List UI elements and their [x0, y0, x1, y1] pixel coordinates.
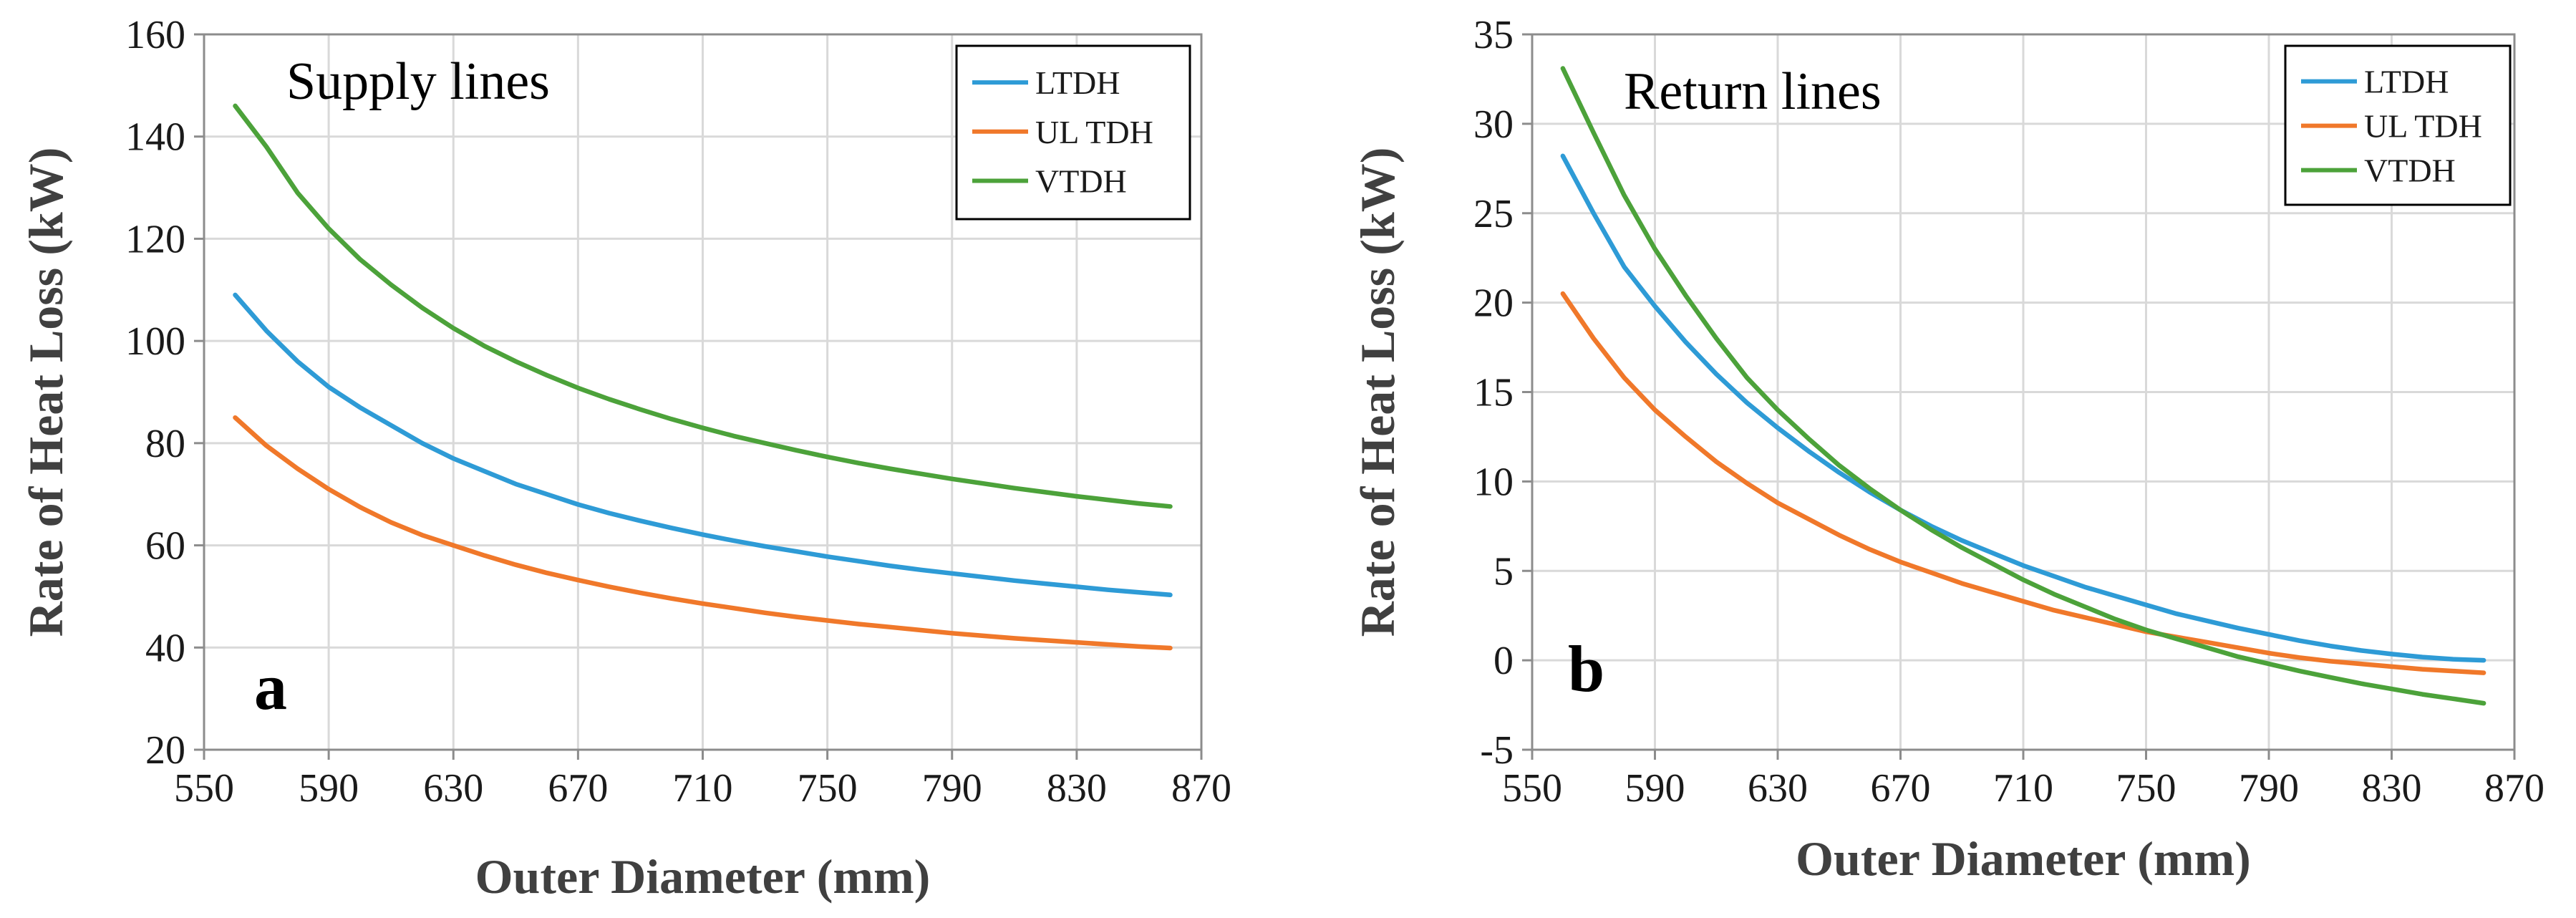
- legend-label: UL TDH: [2364, 108, 2482, 145]
- series-line-ul-tdh: [233, 415, 1173, 651]
- series-line-ltdh: [233, 292, 1173, 598]
- y-tick-label: 10: [1473, 460, 1514, 504]
- y-tick-label: 25: [1473, 192, 1514, 236]
- y-tick-label: 60: [145, 524, 185, 569]
- legend: LTDH UL TDH VTDH: [955, 44, 1191, 221]
- y-tick-label: -5: [1480, 728, 1514, 773]
- y-tick-label: 100: [125, 319, 185, 364]
- x-tick-label: 750: [798, 766, 858, 811]
- y-tick-label: 5: [1493, 549, 1514, 594]
- y-tick-label: 140: [125, 115, 185, 160]
- x-tick-label: 870: [1171, 766, 1231, 811]
- legend: LTDH UL TDH VTDH: [2284, 44, 2512, 206]
- x-tick-label: 870: [2484, 766, 2544, 811]
- x-tick-label: 750: [2116, 766, 2176, 811]
- y-tick-label: 35: [1473, 13, 1514, 57]
- legend-label: VTDH: [1035, 163, 1127, 199]
- y-tick-label: 40: [145, 626, 185, 670]
- x-tick-label: 630: [423, 766, 483, 811]
- y-tick-label: 30: [1473, 102, 1514, 147]
- x-tick-label: 590: [1625, 766, 1685, 811]
- x-tick-label: 550: [1502, 766, 1562, 811]
- legend-label: UL TDH: [1035, 114, 1153, 150]
- x-tick-label: 590: [299, 766, 359, 811]
- x-tick-label: 710: [673, 766, 733, 811]
- y-tick-label: 160: [125, 13, 185, 57]
- y-tick-label: 0: [1493, 639, 1514, 683]
- x-tick-label: 830: [2362, 766, 2422, 811]
- legend-label: LTDH: [1035, 64, 1120, 101]
- series-line-ltdh: [1560, 153, 2487, 663]
- panel-letter: a: [254, 650, 287, 723]
- y-tick-label: 20: [1473, 281, 1514, 326]
- x-tick-label: 710: [1993, 766, 2053, 811]
- y-tick-label: 120: [125, 217, 185, 261]
- x-axis-title: Outer Diameter (mm): [475, 849, 931, 904]
- series-line-ul-tdh: [1560, 291, 2487, 675]
- x-tick-label: 830: [1047, 766, 1107, 811]
- x-tick-label: 550: [174, 766, 234, 811]
- panel-letter: b: [1568, 632, 1604, 705]
- legend-label: VTDH: [2364, 153, 2456, 189]
- panel-annotation: Return lines: [1624, 62, 1882, 121]
- x-axis-title: Outer Diameter (mm): [1796, 831, 2251, 886]
- y-tick-label: 80: [145, 422, 185, 466]
- series-line-vtdh: [233, 103, 1173, 509]
- series-line-vtdh: [1560, 66, 2487, 706]
- x-tick-label: 670: [1871, 766, 1931, 811]
- x-tick-label: 670: [548, 766, 608, 811]
- x-tick-label: 790: [2239, 766, 2299, 811]
- y-axis-title: Rate of Heat Loss (kW): [1350, 148, 1405, 637]
- x-tick-label: 790: [922, 766, 982, 811]
- y-axis-title: Rate of Heat Loss (kW): [19, 148, 73, 637]
- panel-annotation: Supply lines: [286, 52, 550, 111]
- panel-b-return-lines: 550 590 630 670 710 750 790 830 870 -5 0 5 10 15 20 25 3…: [1350, 13, 2544, 886]
- y-tick-label: 20: [145, 728, 185, 773]
- panel-a-supply-lines: 550 590 630 670 710 750 790 830 870 20 40 60 80 100 12…: [19, 13, 1231, 904]
- x-tick-label: 630: [1748, 766, 1808, 811]
- legend-label: LTDH: [2364, 64, 2449, 100]
- y-tick-label: 15: [1473, 371, 1514, 415]
